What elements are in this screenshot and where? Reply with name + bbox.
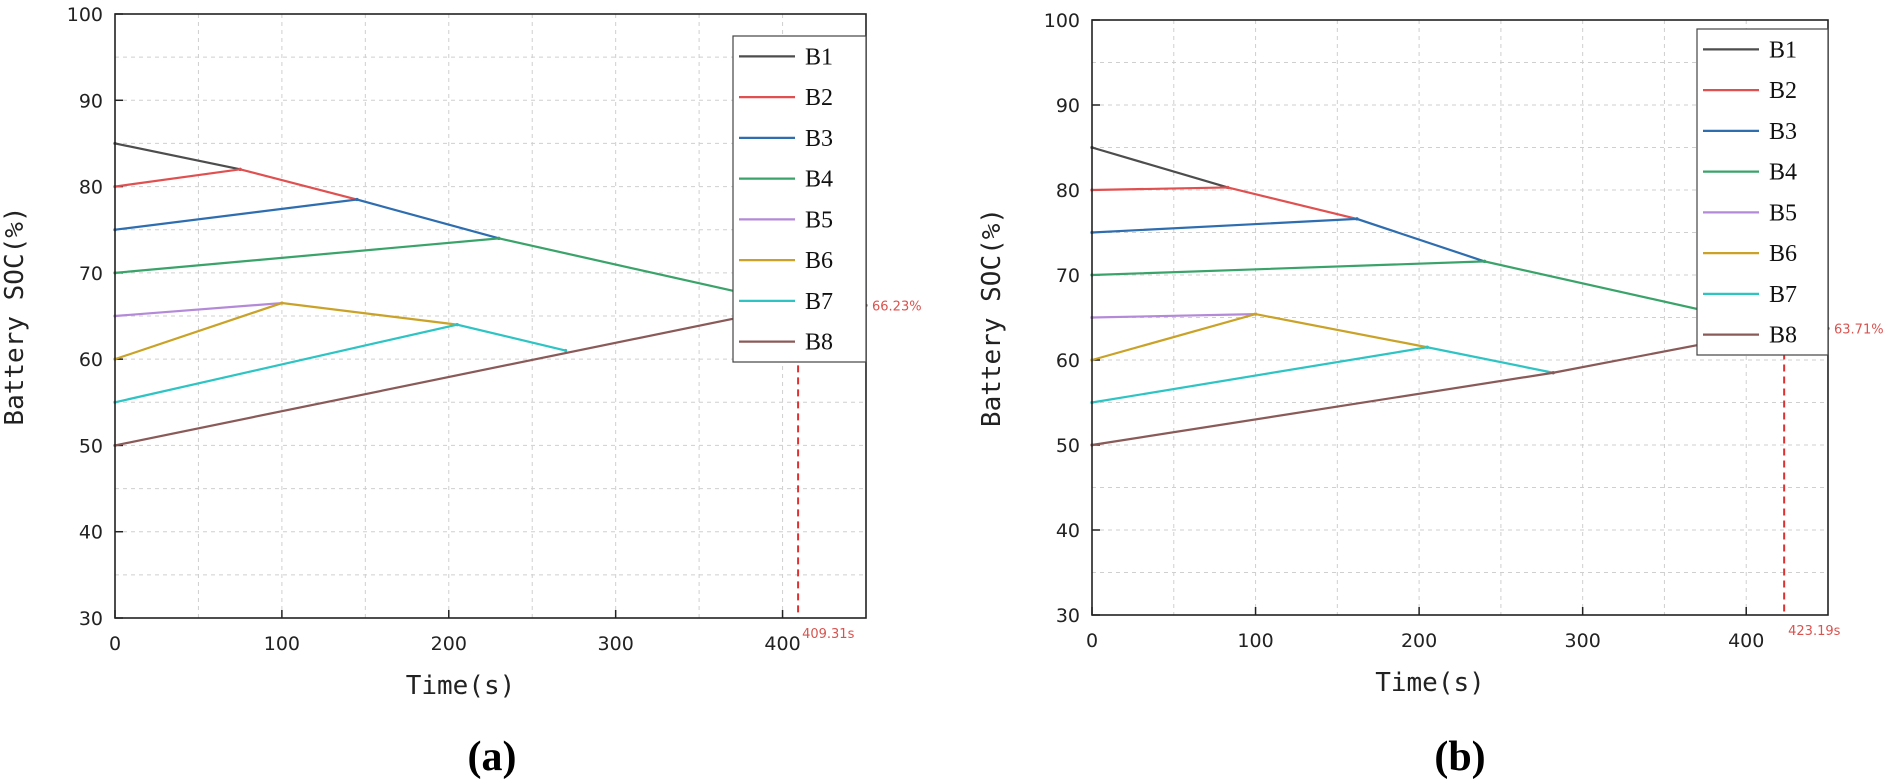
data-point-b7 (455, 323, 459, 327)
data-point-b7 (564, 348, 568, 353)
y-tick-label: 90 (1056, 95, 1080, 117)
y-tick-label: 50 (1056, 435, 1080, 457)
legend-label-b8: B8 (1769, 323, 1797, 349)
legend-label-b2: B2 (805, 85, 833, 111)
data-point-b2 (1226, 185, 1230, 190)
legend-label-b8: B8 (805, 330, 833, 356)
y-tick-label: 70 (79, 263, 103, 285)
legend-label-b1: B1 (805, 44, 833, 70)
panel-label: (b) (1434, 734, 1485, 780)
legend-box (732, 35, 867, 363)
y-tick-label: 40 (1056, 520, 1080, 542)
data-point-b8 (1551, 371, 1555, 375)
legend: B1 B2 B3 B4 B5 B6 B7 B8 (732, 35, 867, 363)
x-tick-label: 200 (1401, 630, 1437, 652)
y-tick-label: 60 (79, 349, 103, 371)
final-soc-annotation: 63.71% (1834, 322, 1884, 337)
legend-label-b1: B1 (1769, 37, 1797, 63)
x-tick-label: 0 (109, 633, 121, 655)
final-soc-annotation: 66.23% (872, 299, 922, 314)
legend: B1 B2 B3 B4 B5 B6 B7 B8 (1696, 28, 1829, 356)
y-tick-label: 90 (79, 90, 103, 112)
x-tick-label: 100 (264, 633, 300, 655)
y-tick-label: 30 (79, 608, 103, 630)
x-tick-label: 200 (431, 633, 467, 655)
series-line-b1 (1091, 146, 1229, 189)
x-tick-label: 300 (1565, 630, 1601, 652)
legend-label-b7: B7 (1769, 282, 1797, 308)
final-time-annotation: 409.31s (802, 627, 854, 642)
y-tick-label: 70 (1056, 265, 1080, 287)
x-tick-label: 0 (1086, 630, 1098, 652)
series-line-b1 (114, 142, 241, 171)
chart-panel-1: 0 100 200 300 400 30 40 50 60 70 80 90 100 Time(s) Bat… (0, 4, 922, 780)
y-tick-label: 30 (1056, 605, 1080, 627)
legend-box (1696, 28, 1829, 356)
legend-label-b5: B5 (805, 207, 833, 233)
series-line-b5 (1091, 313, 1256, 319)
y-axis-label: Battery SOC(%) (0, 206, 30, 425)
y-axis-label: Battery SOC(%) (977, 208, 1007, 427)
y-tick-label: 50 (79, 435, 103, 457)
data-point-b7 (1425, 345, 1429, 349)
legend-label-b6: B6 (1769, 241, 1797, 267)
panel-label: (a) (468, 734, 517, 780)
data-point-b2 (238, 167, 242, 171)
legend-label-b4: B4 (805, 167, 833, 193)
data-point-b6 (280, 301, 284, 305)
series-line-b5 (114, 301, 282, 318)
x-tick-label: 300 (598, 633, 634, 655)
chart-panel-2: 0 100 200 300 400 30 40 50 60 70 80 90 100 Time(s) Bat… (977, 10, 1884, 780)
legend-label-b3: B3 (805, 126, 833, 152)
legend-label-b5: B5 (1769, 200, 1797, 226)
y-tick-label: 80 (79, 177, 103, 199)
y-tick-label: 60 (1056, 350, 1080, 372)
data-point-b4 (497, 236, 501, 240)
legend-label-b6: B6 (805, 248, 833, 274)
legend-label-b4: B4 (1769, 160, 1797, 186)
y-tick-label: 40 (79, 522, 103, 544)
legend-label-b2: B2 (1769, 78, 1797, 104)
x-tick-label: 100 (1237, 630, 1273, 652)
data-point-b4 (1482, 259, 1487, 263)
y-tick-label: 80 (1056, 180, 1080, 202)
data-point-b3 (1355, 217, 1359, 221)
legend-label-b3: B3 (1769, 119, 1797, 145)
x-axis-label: Time(s) (1375, 668, 1485, 698)
data-point-b3 (355, 197, 359, 202)
x-tick-label: 400 (1728, 630, 1764, 652)
y-tick-label: 100 (1044, 10, 1080, 32)
x-axis-label: Time(s) (406, 671, 516, 701)
legend-label-b7: B7 (805, 289, 833, 315)
data-point-b6 (1253, 312, 1258, 316)
final-time-annotation: 423.19s (1788, 624, 1840, 639)
x-tick-label: 400 (764, 633, 800, 655)
y-tick-label: 100 (67, 4, 103, 26)
